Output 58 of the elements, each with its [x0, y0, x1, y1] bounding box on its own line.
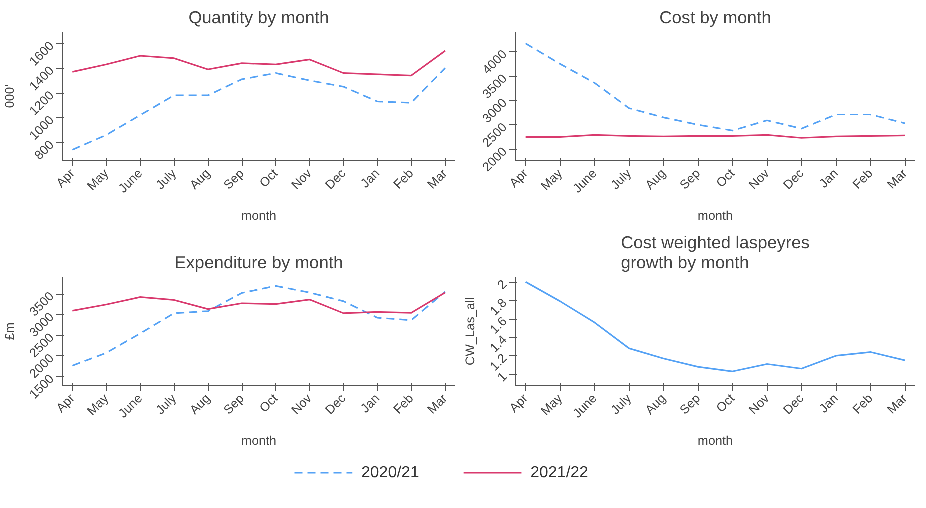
x-tick-label: July	[608, 391, 635, 418]
x-tick-label: Feb	[391, 166, 416, 192]
x-tick-label: Nov	[288, 166, 316, 192]
x-tick-label: Oct	[257, 166, 282, 190]
chart-title: Quantity by month	[188, 8, 330, 28]
x-axis-title: month	[698, 208, 734, 223]
x-tick-label: Dec	[780, 166, 807, 192]
chart-title: Expenditure by month	[174, 252, 344, 272]
x-axis-title: month	[241, 434, 277, 448]
x-tick-label: Jan	[816, 392, 842, 416]
x-tick-label: Feb	[850, 392, 876, 417]
x-tick-label: July	[153, 391, 180, 418]
x-tick-label: Feb	[850, 166, 876, 192]
x-tick-label: Jan	[358, 392, 383, 416]
x-tick-label: Oct	[714, 391, 738, 416]
x-tick-label: Nov	[288, 391, 316, 418]
x-tick-label: Apr	[54, 392, 78, 416]
x-tick-label: Aug	[642, 166, 669, 192]
x-tick-label: Dec	[780, 392, 807, 418]
x-tick-label: Jan	[816, 166, 842, 191]
x-tick-label: Mar	[424, 392, 450, 417]
x-tick-label: Oct	[714, 166, 738, 190]
x-tick-label: May	[538, 166, 566, 194]
x-tick-label: May	[84, 166, 112, 194]
x-tick-label: Apr	[506, 166, 531, 190]
x-tick-label: Dec	[322, 166, 349, 192]
x-tick-label: Aug	[642, 392, 669, 418]
legend-label: 2020/21	[362, 464, 420, 482]
x-tick-label: Oct	[257, 391, 282, 416]
y-axis-title: 000'	[3, 84, 18, 108]
x-tick-label: July	[153, 166, 180, 192]
x-axis-title: month	[241, 208, 277, 223]
x-axis-title: month	[698, 434, 734, 448]
x-tick-label: Sep	[221, 166, 248, 192]
x-tick-label: Dec	[322, 392, 349, 418]
x-tick-label: Jan	[358, 166, 383, 191]
x-tick-label: Apr	[506, 392, 531, 416]
x-tick-label: Nov	[746, 166, 773, 192]
chart-title: Cost by month	[660, 8, 772, 28]
x-tick-label: Sep	[677, 166, 704, 192]
y-axis-title: CW_Las_all	[464, 297, 478, 366]
x-tick-label: Apr	[54, 166, 78, 190]
x-tick-label: Nov	[746, 391, 773, 418]
x-tick-label: July	[608, 166, 635, 192]
x-tick-label: Feb	[391, 392, 416, 417]
legend-label: 2021/22	[530, 464, 589, 482]
y-tick-label: 2	[494, 278, 510, 292]
chart-title: Cost weighted laspeyres growth by month	[621, 232, 810, 272]
x-tick-label: Mar	[884, 166, 910, 192]
x-tick-label: Sep	[677, 392, 704, 418]
x-tick-label: Aug	[187, 392, 214, 418]
y-axis-title: £m	[3, 322, 18, 340]
x-tick-label: Mar	[884, 392, 910, 417]
x-tick-label: Aug	[187, 166, 214, 192]
x-tick-label: Mar	[424, 166, 450, 192]
x-tick-label: May	[84, 391, 112, 418]
x-tick-label: May	[538, 391, 566, 418]
x-tick-label: Sep	[221, 392, 248, 418]
